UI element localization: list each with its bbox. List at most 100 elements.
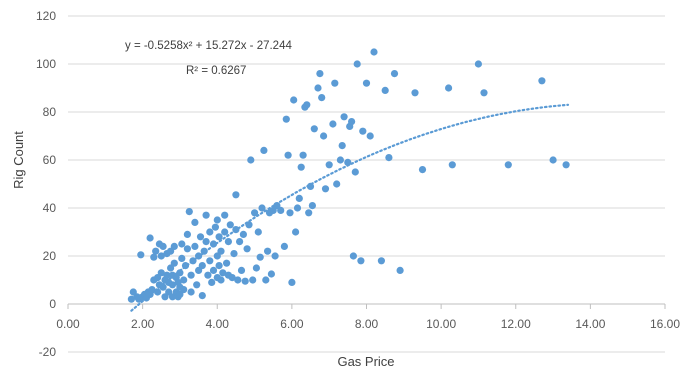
- data-point-126: [305, 209, 313, 217]
- data-point-96: [245, 221, 253, 229]
- data-point-140: [338, 142, 346, 150]
- data-point-15: [154, 288, 162, 296]
- data-point-45: [180, 286, 188, 294]
- data-point-136: [329, 120, 337, 128]
- y-tick-label: 100: [36, 57, 56, 71]
- data-point-121: [295, 194, 303, 202]
- data-point-156: [390, 70, 399, 78]
- data-point-151: [366, 132, 374, 140]
- data-point-70: [209, 240, 218, 248]
- data-point-146: [351, 168, 359, 176]
- data-point-46: [180, 276, 188, 284]
- data-point-92: [237, 266, 246, 274]
- y-tick-label: 120: [36, 9, 56, 23]
- data-point-162: [474, 60, 482, 68]
- data-point-89: [232, 191, 240, 199]
- data-point-40: [176, 290, 184, 298]
- data-point-123: [299, 151, 307, 159]
- x-tick-label: 6.00: [280, 317, 304, 331]
- y-tick-label: 60: [43, 153, 57, 167]
- x-tick-label: 10.00: [426, 317, 456, 331]
- data-point-93: [239, 230, 247, 238]
- data-point-165: [538, 77, 546, 85]
- data-point-116: [286, 209, 294, 217]
- data-point-88: [232, 226, 240, 234]
- data-point-25: [163, 271, 171, 279]
- data-points: [127, 48, 570, 303]
- data-point-32: [168, 281, 177, 289]
- data-point-160: [445, 84, 453, 92]
- x-tick-label: 4.00: [206, 317, 230, 331]
- data-point-86: [228, 274, 236, 282]
- data-point-112: [277, 206, 285, 214]
- data-point-158: [411, 89, 419, 97]
- data-point-129: [310, 125, 318, 133]
- data-point-52: [187, 271, 195, 279]
- data-point-135: [325, 161, 333, 169]
- data-point-61: [198, 262, 206, 270]
- x-axis-title: Gas Price: [337, 354, 394, 369]
- data-point-55: [191, 218, 199, 226]
- y-tick-label: 40: [43, 201, 57, 215]
- r-squared-label: R² = 0.6267: [186, 65, 246, 77]
- y-tick-label: 80: [43, 105, 57, 119]
- data-point-114: [282, 115, 290, 123]
- data-point-67: [206, 228, 214, 236]
- data-point-101: [254, 228, 262, 236]
- data-point-79: [219, 269, 227, 277]
- data-point-145: [349, 252, 357, 260]
- data-point-14: [152, 247, 160, 255]
- data-point-11: [148, 286, 156, 294]
- data-point-22: [159, 242, 167, 250]
- tick-labels: -20 0 20 40 60 80 100 120 0.00 2.00 4.00 6.00 8.00 10…: [36, 9, 680, 359]
- data-point-131: [316, 70, 324, 78]
- data-point-35: [170, 242, 178, 250]
- data-point-108: [267, 270, 275, 278]
- data-point-4: [137, 251, 145, 259]
- data-point-51: [187, 288, 195, 296]
- y-tick-label: 0: [49, 297, 56, 311]
- data-point-65: [204, 271, 212, 279]
- data-point-13: [150, 253, 158, 261]
- data-point-69: [209, 266, 218, 274]
- data-point-21: [159, 283, 167, 291]
- data-point-68: [208, 278, 216, 286]
- data-point-122: [297, 163, 305, 171]
- data-point-63: [202, 238, 210, 246]
- data-point-163: [480, 89, 488, 97]
- data-point-50: [185, 208, 193, 216]
- data-point-90: [234, 276, 242, 284]
- data-point-144: [348, 118, 356, 126]
- data-point-120: [293, 204, 302, 212]
- data-point-157: [396, 266, 404, 274]
- data-point-167: [562, 161, 570, 169]
- data-point-133: [320, 132, 328, 140]
- data-point-102: [256, 253, 264, 261]
- x-tick-label: 8.00: [355, 317, 379, 331]
- data-point-62: [200, 247, 208, 255]
- x-tick-label: 14.00: [575, 317, 605, 331]
- data-point-91: [236, 238, 244, 246]
- data-point-153: [377, 257, 385, 265]
- data-point-34: [170, 259, 178, 267]
- data-point-142: [344, 158, 352, 166]
- data-point-81: [221, 211, 229, 219]
- data-point-118: [290, 96, 298, 104]
- data-point-77: [217, 276, 225, 284]
- data-point-152: [370, 48, 378, 56]
- x-tick-label: 2.00: [131, 317, 155, 331]
- data-point-159: [418, 166, 427, 174]
- data-point-125: [303, 101, 311, 109]
- data-point-78: [217, 247, 225, 255]
- x-tick-label: 12.00: [501, 317, 531, 331]
- data-point-150: [362, 79, 371, 87]
- data-point-155: [385, 154, 393, 162]
- data-point-47: [181, 262, 190, 270]
- data-point-119: [292, 228, 300, 236]
- data-point-110: [271, 252, 279, 260]
- data-point-43: [178, 254, 186, 262]
- y-tick-label: -20: [39, 345, 57, 359]
- trendline-equation: y = -0.5258x² + 15.272x - 27.244: [125, 40, 292, 52]
- data-point-127: [306, 182, 315, 190]
- data-point-139: [336, 156, 344, 164]
